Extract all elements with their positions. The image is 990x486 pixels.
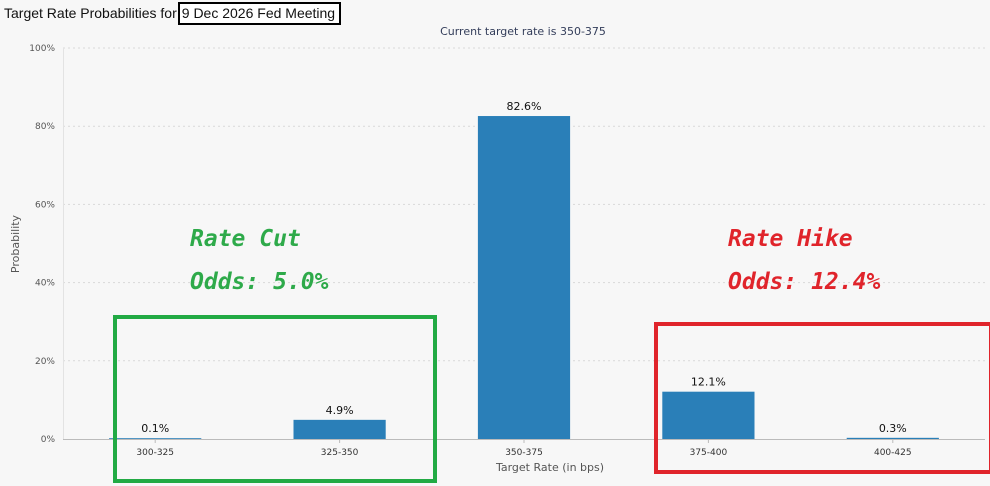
y-tick-label: 100% bbox=[29, 44, 55, 54]
y-tick-label: 60% bbox=[35, 200, 55, 210]
x-tick-label-325-350: 325-350 bbox=[321, 448, 359, 458]
y-axis-title: Probability bbox=[9, 214, 22, 273]
x-tick-label-350-375: 350-375 bbox=[505, 448, 543, 458]
rate-hike-title: Rate Hike bbox=[728, 226, 853, 252]
x-tick-label-400-425: 400-425 bbox=[874, 448, 912, 458]
chart-subtitle: Current target rate is 350-375 bbox=[440, 25, 606, 38]
rate-cut-annotation: Rate Cut Odds: 5.0% bbox=[190, 218, 328, 304]
rate-hike-annotation: Rate Hike Odds: 12.4% bbox=[728, 218, 880, 304]
rate-cut-odds: Odds: 5.0% bbox=[190, 269, 329, 295]
rate-hike-highlight-box bbox=[654, 322, 990, 474]
bar-300-325[interactable] bbox=[109, 438, 202, 439]
x-tick-label-375-400: 375-400 bbox=[690, 448, 728, 458]
bar-375-400[interactable] bbox=[662, 391, 755, 439]
data-label-350-375: 82.6% bbox=[507, 100, 542, 113]
data-label-375-400: 12.1% bbox=[691, 376, 726, 389]
y-tick-label: 0% bbox=[41, 435, 56, 445]
rate-cut-title: Rate Cut bbox=[190, 226, 301, 252]
rate-hike-odds: Odds: 12.4% bbox=[728, 269, 881, 295]
x-tick-label-300-325: 300-325 bbox=[136, 448, 174, 458]
y-tick-label: 40% bbox=[35, 279, 55, 289]
title-prefix: Target Rate Probabilities for bbox=[4, 5, 177, 21]
data-label-325-350: 4.9% bbox=[326, 404, 354, 417]
bar-350-375[interactable] bbox=[477, 116, 571, 439]
y-tick-label: 20% bbox=[35, 357, 55, 367]
bar-400-425[interactable] bbox=[846, 437, 939, 439]
y-tick-label: 80% bbox=[35, 122, 55, 132]
chart-title: Target Rate Probabilities for 9 Dec 2026… bbox=[4, 0, 342, 26]
data-label-300-325: 0.1% bbox=[141, 422, 169, 435]
x-axis-title: Target Rate (in bps) bbox=[495, 461, 604, 474]
bar-325-350[interactable] bbox=[293, 419, 386, 439]
meeting-date-highlight: 9 Dec 2026 Fed Meeting bbox=[177, 1, 342, 25]
data-label-400-425: 0.3% bbox=[879, 422, 907, 435]
rate-cut-highlight-box bbox=[113, 315, 437, 483]
